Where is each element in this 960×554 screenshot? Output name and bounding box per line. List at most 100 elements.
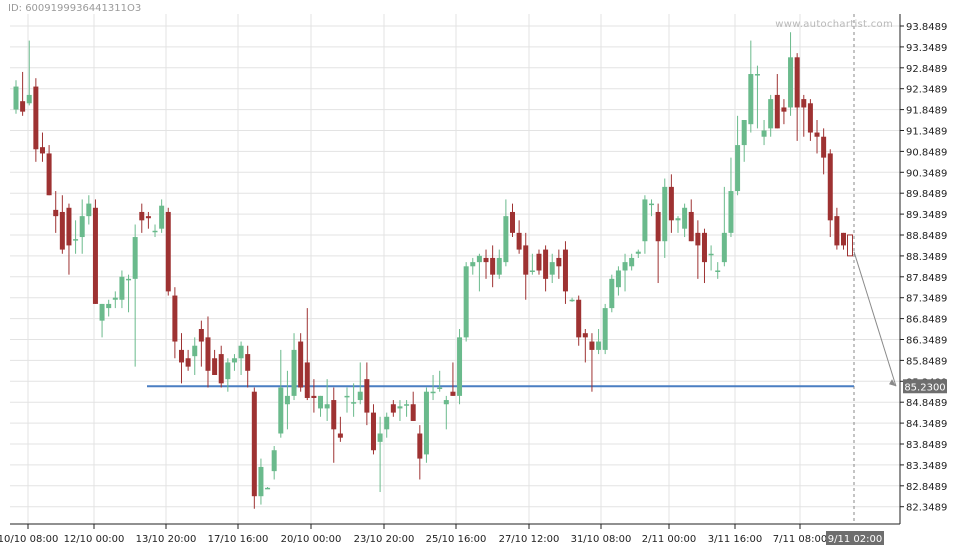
- x-tick-label: 7/11 08:00: [773, 534, 827, 545]
- candle-body: [682, 207, 688, 229]
- x-tick-label: 20/10 00:00: [281, 534, 342, 545]
- y-tick-label: 84.8489: [906, 398, 947, 409]
- candle-body: [807, 103, 813, 133]
- candle-body: [523, 245, 529, 275]
- candle-body: [602, 308, 608, 350]
- candle-body: [139, 211, 145, 221]
- candle-body: [165, 211, 171, 292]
- candle-body: [662, 186, 668, 242]
- candle-body: [79, 216, 85, 238]
- candle-body: [185, 358, 191, 367]
- candle-body: [615, 270, 621, 288]
- y-tick-label: 88.8489: [906, 231, 947, 242]
- candle-body: [788, 57, 794, 108]
- y-tick-label: 90.8489: [906, 147, 947, 158]
- candle-body: [774, 94, 780, 129]
- candle-body: [609, 278, 615, 309]
- candle-body: [635, 251, 641, 254]
- current-time-label: 9/11 02:00: [828, 534, 882, 545]
- x-tick-label: 2/11 00:00: [642, 534, 696, 545]
- candle-body: [331, 400, 337, 430]
- candle-body: [304, 362, 310, 398]
- support-level-label-bg: [903, 379, 947, 394]
- candle-body: [463, 266, 469, 338]
- candle-body: [377, 433, 383, 442]
- candle-body: [754, 74, 760, 76]
- chart-id-label: ID: 6009199936441311O3: [8, 3, 142, 14]
- candle-body: [152, 230, 158, 233]
- candle-body: [245, 354, 251, 371]
- candle-body: [668, 186, 674, 221]
- candle-body: [841, 232, 846, 246]
- candle-body: [145, 216, 151, 219]
- candle-body: [179, 349, 184, 363]
- candle-body: [543, 249, 549, 279]
- y-tick-label: 84.3489: [906, 419, 947, 430]
- candle-body: [73, 239, 79, 241]
- current-time-label-bg: [826, 531, 884, 545]
- candle-body: [410, 404, 416, 421]
- x-tick-label: 31/10 08:00: [571, 534, 632, 545]
- candle-body: [271, 450, 277, 472]
- candle-body: [675, 218, 681, 221]
- candle-body: [470, 262, 476, 267]
- candle-body: [715, 270, 721, 272]
- candle-body: [357, 391, 363, 401]
- candle-body: [655, 211, 661, 242]
- y-tick-label: 87.3489: [906, 294, 947, 305]
- candle-body: [212, 358, 218, 375]
- candle-body: [20, 101, 26, 112]
- y-tick-label: 83.3489: [906, 461, 947, 472]
- y-tick-label: 92.8489: [906, 64, 947, 75]
- y-tick-label: 89.3489: [906, 210, 947, 221]
- candle-body: [298, 341, 304, 388]
- projection-arrow-line: [853, 251, 897, 387]
- pending-candle: [847, 234, 853, 257]
- candle-body: [549, 262, 555, 275]
- projection-arrowhead: [889, 379, 896, 387]
- candle-body: [218, 354, 224, 384]
- candle-body: [510, 211, 515, 233]
- x-tick-label: 23/10 20:00: [354, 534, 415, 545]
- candle-body: [794, 57, 800, 108]
- y-tick-label: 86.8489: [906, 315, 947, 326]
- candle-body: [450, 391, 456, 396]
- y-tick-label: 85.8489: [906, 356, 947, 367]
- candle-body: [569, 299, 575, 302]
- y-tick-label: 89.8489: [906, 189, 947, 200]
- y-tick-label: 87.8489: [906, 273, 947, 284]
- candle-body: [238, 345, 244, 359]
- candle-body: [476, 255, 482, 263]
- candle-body: [490, 257, 496, 275]
- candle-body: [66, 207, 72, 246]
- candle-body: [781, 107, 787, 112]
- candle-body: [801, 99, 807, 108]
- candle-body: [284, 395, 290, 405]
- candle-body: [821, 136, 827, 158]
- candle-body: [761, 130, 767, 137]
- y-tick-label: 83.8489: [906, 440, 947, 451]
- candle-body: [225, 362, 231, 380]
- y-tick-label: 82.3489: [906, 503, 947, 514]
- candle-body: [649, 203, 655, 206]
- candle-body: [741, 120, 747, 146]
- candle-body: [258, 466, 264, 497]
- watermark: www.autochartist.com: [775, 19, 893, 30]
- candle-body: [443, 400, 449, 405]
- candle-body: [26, 94, 32, 104]
- candle-body: [132, 237, 138, 279]
- x-tick-label: 13/10 20:00: [136, 534, 197, 545]
- candle-body: [231, 358, 237, 363]
- candle-body: [205, 337, 211, 371]
- candle-body: [688, 211, 694, 242]
- candle-body: [291, 349, 297, 396]
- candle-body: [582, 333, 588, 338]
- candle-body: [622, 262, 628, 271]
- y-tick-label: 86.3489: [906, 336, 947, 347]
- y-tick-label: 82.8489: [906, 482, 947, 493]
- candle-body: [404, 404, 410, 406]
- candle-body: [119, 276, 125, 300]
- y-tick-label: 91.3489: [906, 127, 947, 138]
- candle-body: [126, 278, 132, 281]
